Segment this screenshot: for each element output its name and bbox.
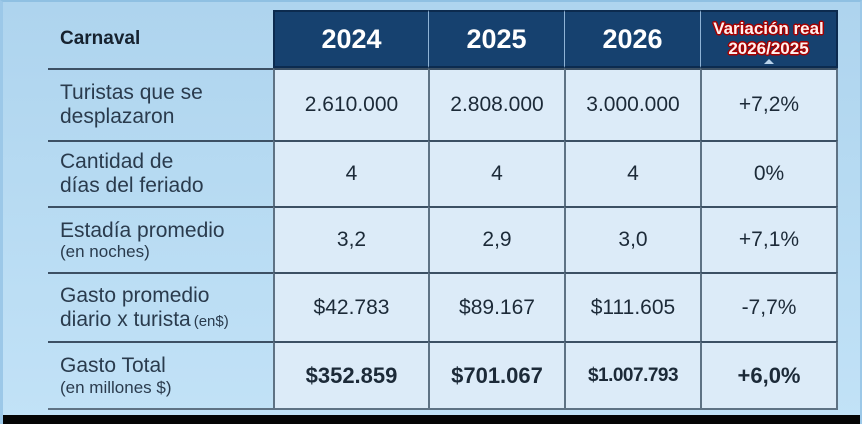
- cell-turistas-2026: 3.000.000: [564, 68, 700, 140]
- cell-turistas-2024: 2.610.000: [273, 68, 428, 140]
- variation-header-line2: 2026/2025: [728, 39, 809, 58]
- cell-gasto-promedio-2024: $42.783: [273, 272, 428, 341]
- col-header-2024: 2024: [273, 10, 428, 68]
- cell-gasto-promedio-2025: $89.167: [428, 272, 564, 341]
- cell-dias-2026: 4: [564, 140, 700, 206]
- table-title: Carnaval: [60, 28, 141, 49]
- cell-gasto-promedio-variation: -7,7%: [700, 272, 838, 341]
- row-label-line1: Cantidad de: [60, 150, 174, 174]
- row-label-line2: desplazaron: [60, 105, 175, 128]
- col-header-variation: Variación real 2026/2025: [700, 10, 838, 68]
- cell-turistas-variation: +7,2%: [700, 68, 838, 140]
- row-label-line2: (en millones $): [60, 377, 172, 397]
- row-label-line1: Estadía promedio: [60, 218, 225, 242]
- row-label-line1: Turistas que se: [60, 81, 203, 105]
- bottom-black-bar: [3, 415, 860, 424]
- cell-gasto-promedio-2026: $111.605: [564, 272, 700, 341]
- cell-dias-variation: 0%: [700, 140, 838, 206]
- cell-gasto-total-variation: +6,0%: [700, 341, 838, 410]
- row-label-dias-feriado: Cantidad de días del feriado: [48, 140, 273, 206]
- row-label-turistas: Turistas que se desplazaron: [48, 68, 273, 140]
- row-label-gasto-total: Gasto Total (en millones $): [48, 341, 273, 410]
- cell-estadia-2025: 2,9: [428, 206, 564, 272]
- tiny-arrow-icon: [763, 59, 774, 64]
- cell-turistas-2025: 2.808.000: [428, 68, 564, 140]
- cell-estadia-2026: 3,0: [564, 206, 700, 272]
- row-label-line2: días del feriado: [60, 174, 204, 197]
- cell-dias-2025: 4: [428, 140, 564, 206]
- cell-estadia-2024: 3,2: [273, 206, 428, 272]
- cell-dias-2024: 4: [273, 140, 428, 206]
- row-label-estadia: Estadía promedio (en noches): [48, 206, 273, 272]
- row-label-gasto-promedio: Gasto promedio diario x turista (en$): [48, 272, 273, 341]
- cell-gasto-total-2024: $352.859: [273, 341, 428, 410]
- row-label-line2-text: diario x turista: [60, 307, 191, 331]
- variation-header-line1: Variación real: [713, 18, 824, 38]
- row-label-line2: diario x turista (en$): [60, 308, 273, 332]
- cell-gasto-total-2025: $701.067: [428, 341, 564, 410]
- row-label-line2: (en noches): [60, 242, 150, 262]
- carnaval-table: Carnaval 2024 2025 2026 Variación real 2…: [48, 10, 838, 410]
- cell-gasto-total-2026: $1.007.793: [564, 341, 700, 410]
- row-label-suffix: (en$): [193, 312, 229, 330]
- col-header-2025: 2025: [428, 10, 564, 68]
- col-header-2026: 2026: [564, 10, 700, 68]
- row-label-line1: Gasto promedio: [60, 283, 210, 307]
- row-label-line1: Gasto Total: [60, 354, 166, 378]
- cell-estadia-variation: +7,1%: [700, 206, 838, 272]
